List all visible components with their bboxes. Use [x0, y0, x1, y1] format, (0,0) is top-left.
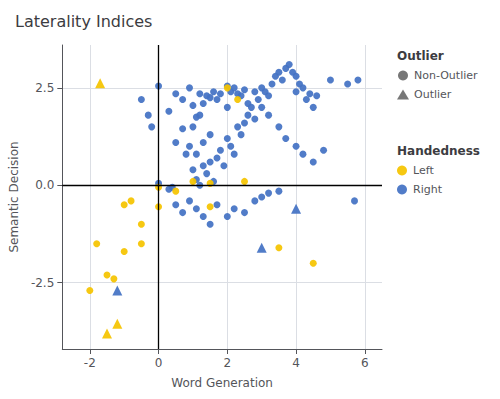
- svg-text:6: 6: [361, 356, 369, 370]
- svg-text:0: 0: [155, 356, 163, 370]
- svg-text:Outlier: Outlier: [397, 49, 444, 63]
- svg-text:4: 4: [292, 356, 300, 370]
- svg-text:2: 2: [223, 356, 231, 370]
- svg-text:-2.5: -2.5: [31, 276, 54, 290]
- svg-text:2.5: 2.5: [35, 81, 54, 95]
- svg-text:Laterality Indices: Laterality Indices: [15, 12, 152, 31]
- svg-text:Word Generation: Word Generation: [171, 376, 273, 390]
- svg-text:-2: -2: [84, 356, 96, 370]
- svg-text:Left: Left: [413, 164, 434, 177]
- svg-text:Non-Outlier: Non-Outlier: [414, 69, 478, 82]
- svg-text:Handedness: Handedness: [397, 144, 480, 158]
- svg-text:Outlier: Outlier: [414, 88, 452, 101]
- svg-text:Right: Right: [413, 183, 443, 196]
- svg-text:0.0: 0.0: [35, 178, 54, 192]
- svg-text:Semantic Decision: Semantic Decision: [7, 141, 21, 252]
